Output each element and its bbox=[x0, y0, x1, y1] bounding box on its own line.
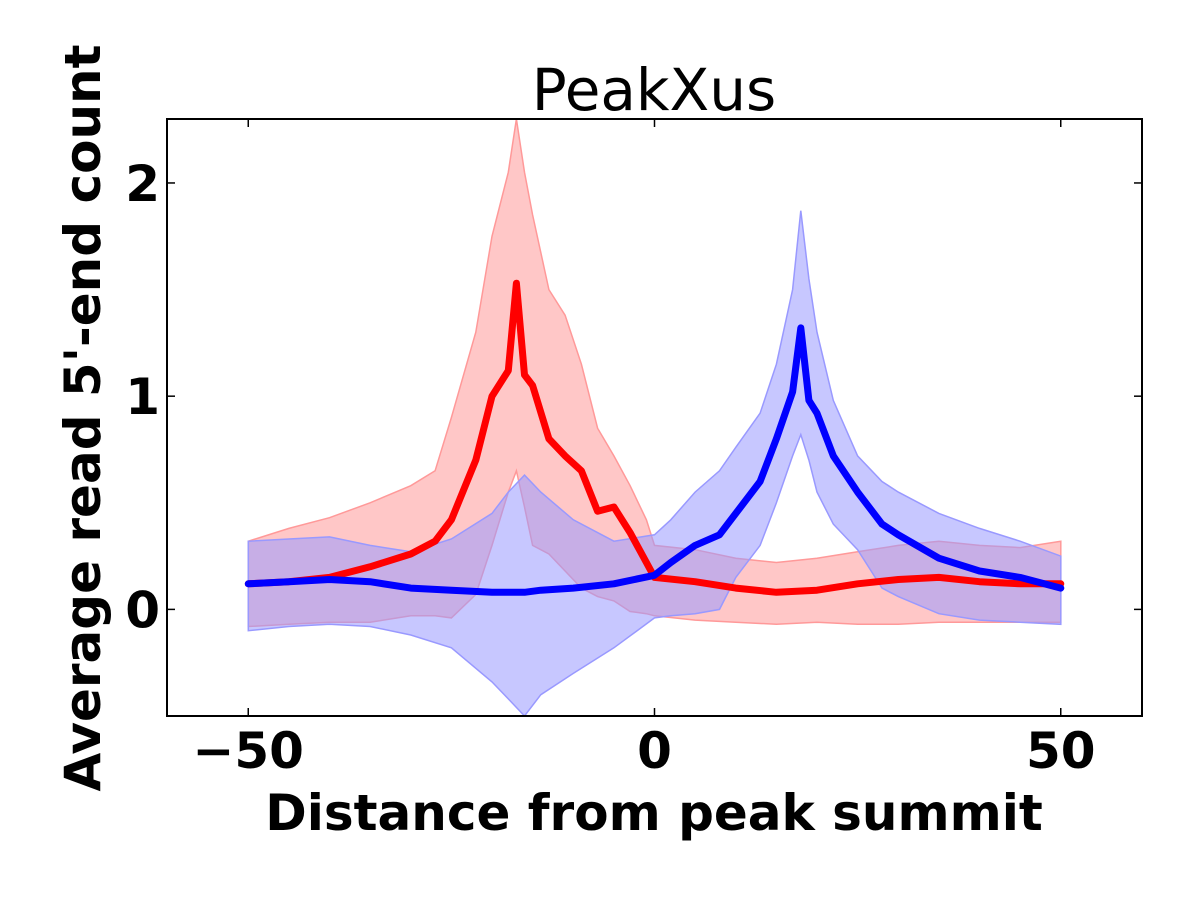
axis-ticks: −50 0 50 0 1 2 bbox=[125, 119, 1142, 780]
y-axis-label: Average read 5'-end count bbox=[54, 44, 112, 791]
y-tick-label: 2 bbox=[125, 155, 160, 213]
y-tick-label: 1 bbox=[125, 368, 160, 426]
x-tick-label: 0 bbox=[637, 722, 672, 780]
x-axis-label: Distance from peak summit bbox=[265, 784, 1043, 842]
series-2-band bbox=[247, 210, 1062, 718]
series-2-line bbox=[244, 324, 1065, 596]
series-1-line bbox=[244, 279, 1065, 596]
chart-title: PeakXus bbox=[532, 56, 776, 124]
y-tick-label: 0 bbox=[125, 581, 160, 639]
x-tick-label: 50 bbox=[1026, 722, 1096, 780]
x-tick-label: −50 bbox=[193, 722, 304, 780]
plot-area bbox=[244, 118, 1065, 718]
plot-frame bbox=[166, 118, 1143, 717]
